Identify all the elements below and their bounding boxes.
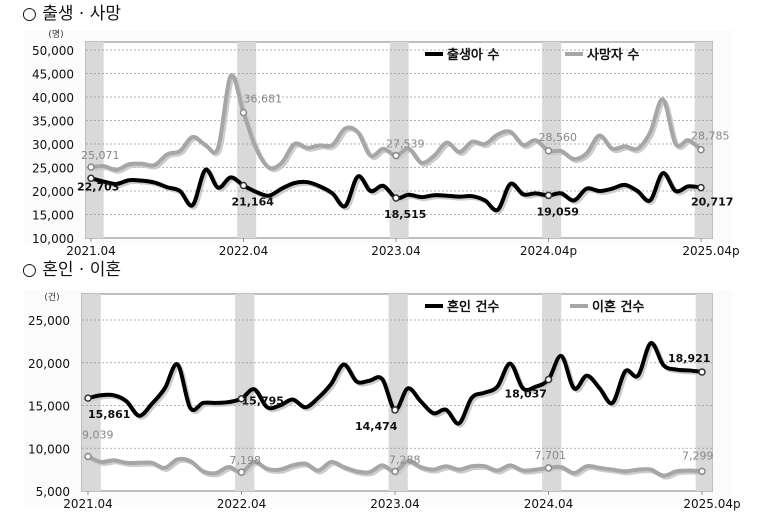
legend-label: 혼인 건수 bbox=[447, 299, 499, 315]
y-tick-label: 10,000 bbox=[32, 232, 74, 246]
data-point-marker bbox=[239, 181, 248, 190]
april-band bbox=[542, 42, 562, 238]
x-tick-label: 2021.04 bbox=[66, 244, 116, 258]
data-point-marker bbox=[544, 191, 553, 200]
legend-label: 사망자 수 bbox=[587, 47, 639, 63]
y-unit-label: (명) bbox=[48, 29, 63, 40]
data-label: 27,539 bbox=[386, 138, 425, 151]
data-label: 7,198 bbox=[230, 454, 262, 467]
april-band bbox=[82, 294, 101, 491]
legend-label: 출생아 수 bbox=[447, 47, 499, 63]
data-point-marker bbox=[391, 467, 399, 476]
y-tick-label: 30,000 bbox=[32, 138, 74, 152]
y-tick-label: 5,000 bbox=[36, 485, 70, 499]
y-unit-label: (건) bbox=[44, 292, 59, 303]
x-tick-label: 2025.04p bbox=[683, 497, 740, 511]
x-tick-label: 2023.04 bbox=[370, 497, 420, 511]
x-tick-label: 2024.04 bbox=[524, 497, 574, 511]
data-label: 7,299 bbox=[682, 449, 714, 462]
chart-title-birth-death: ○ 출생 · 사망 bbox=[22, 4, 122, 24]
data-label: 28,560 bbox=[539, 131, 578, 144]
data-label: 7,701 bbox=[535, 449, 567, 462]
y-tick-label: 20,000 bbox=[28, 357, 70, 371]
data-point-marker bbox=[698, 368, 706, 376]
data-point-marker bbox=[544, 375, 553, 384]
chart-1: 5,000 10,000 15,000 20,000 25,000 (건) 2021.04 2… bbox=[24, 290, 741, 511]
data-point-marker bbox=[697, 145, 705, 154]
april-band bbox=[388, 294, 408, 491]
data-label: 18,515 bbox=[384, 208, 426, 221]
data-point-marker bbox=[237, 394, 246, 403]
data-point-marker bbox=[237, 468, 246, 476]
x-tick-label: 2021.04 bbox=[63, 497, 113, 511]
y-tick-label: 45,000 bbox=[32, 68, 74, 82]
data-label: 28,785 bbox=[691, 130, 730, 143]
data-label: 20,717 bbox=[691, 196, 733, 209]
y-tick-label: 15,000 bbox=[28, 400, 70, 414]
data-point-marker bbox=[87, 174, 95, 183]
data-point-marker bbox=[392, 151, 400, 160]
data-label: 19,059 bbox=[537, 205, 579, 218]
x-tick-label: 2024.04p bbox=[520, 244, 577, 258]
y-tick-label: 25,000 bbox=[28, 314, 70, 328]
data-point-marker bbox=[84, 452, 92, 461]
data-label: 18,921 bbox=[668, 352, 710, 365]
y-tick-label: 15,000 bbox=[32, 209, 74, 223]
chart-0: 10,000 15,000 20,000 25,000 30,000 35,000 40,0… bbox=[24, 29, 740, 258]
data-point-marker bbox=[87, 163, 95, 171]
data-label: 15,795 bbox=[242, 395, 284, 408]
legend-label: 이혼 건수 bbox=[592, 299, 644, 315]
data-label: 14,474 bbox=[355, 420, 398, 433]
data-point-marker bbox=[84, 394, 92, 402]
y-tick-label: 25,000 bbox=[32, 162, 74, 176]
data-label: 9,039 bbox=[82, 428, 114, 441]
data-point-marker bbox=[391, 406, 399, 414]
data-point-marker bbox=[239, 108, 248, 117]
april-band bbox=[86, 42, 104, 238]
y-tick-label: 10,000 bbox=[28, 442, 70, 456]
data-label: 36,681 bbox=[244, 93, 283, 106]
data-point-marker bbox=[392, 194, 400, 202]
data-point-marker bbox=[544, 147, 553, 155]
data-label: 22,703 bbox=[77, 180, 119, 193]
data-label: 25,071 bbox=[81, 149, 120, 162]
x-tick-label: 2022.04 bbox=[217, 497, 267, 511]
data-label: 21,164 bbox=[232, 196, 275, 209]
y-tick-label: 40,000 bbox=[32, 91, 74, 105]
y-tick-label: 50,000 bbox=[32, 44, 74, 58]
data-label: 7,288 bbox=[389, 453, 421, 466]
x-tick-label: 2023.04 bbox=[371, 244, 421, 258]
april-band bbox=[389, 42, 409, 238]
chart-title-marriage-divorce: ○ 혼인 · 이혼 bbox=[22, 260, 122, 280]
data-point-marker bbox=[698, 467, 706, 476]
april-band bbox=[695, 294, 712, 491]
data-label: 18,037 bbox=[505, 388, 547, 401]
data-label: 15,861 bbox=[88, 408, 130, 421]
data-point-marker bbox=[697, 183, 705, 192]
y-tick-label: 20,000 bbox=[32, 185, 74, 199]
data-point-marker bbox=[544, 464, 553, 472]
x-tick-label: 2022.04 bbox=[219, 244, 269, 258]
y-tick-label: 35,000 bbox=[32, 115, 74, 129]
x-tick-label: 2025.04p bbox=[682, 244, 739, 258]
april-band bbox=[542, 294, 562, 491]
april-band bbox=[235, 294, 255, 491]
